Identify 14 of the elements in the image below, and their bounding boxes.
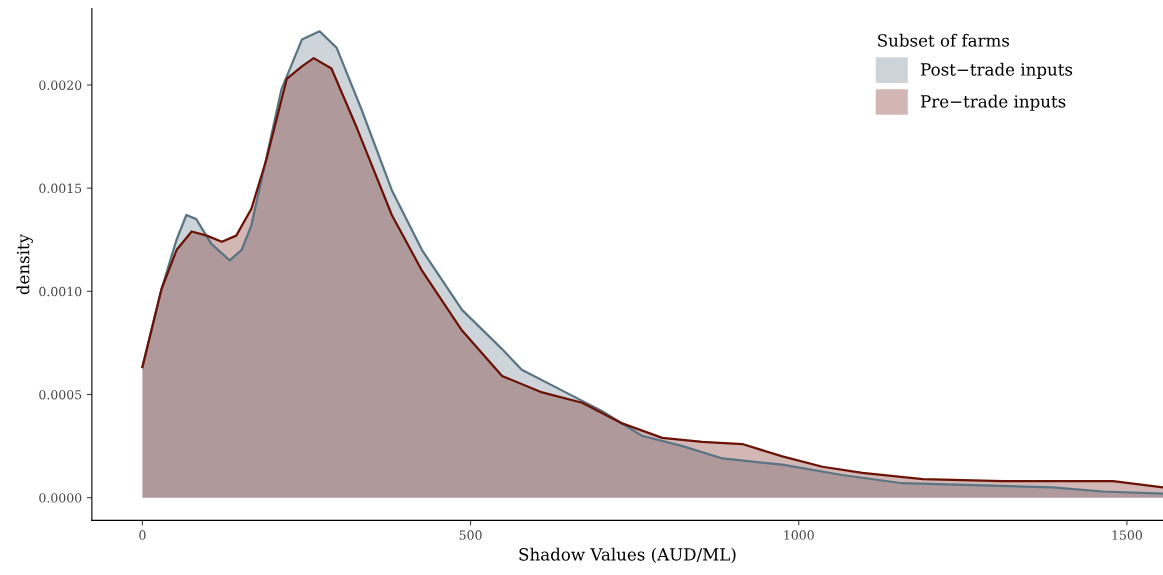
x-tick-label: 500: [459, 530, 482, 540]
y-tick-label: 0.0005: [39, 389, 82, 400]
y-axis-title: density: [16, 233, 33, 295]
x-tick-label: 0: [139, 530, 146, 540]
x-axis-title: Shadow Values (AUD/ML): [519, 547, 736, 564]
legend-label: Pre−trade inputs: [920, 94, 1066, 111]
y-tick-label: 0.0010: [39, 286, 82, 297]
x-tick-label: 1000: [784, 530, 814, 540]
y-tick-label: 0.0020: [39, 80, 82, 90]
legend-label: Post−trade inputs: [920, 62, 1073, 79]
y-tick-label: 0.0000: [39, 493, 82, 503]
y-tick-label: 0.0015: [39, 183, 82, 194]
legend-title: Subset of farms: [878, 33, 1010, 47]
x-tick-label: 1500: [1112, 530, 1142, 540]
